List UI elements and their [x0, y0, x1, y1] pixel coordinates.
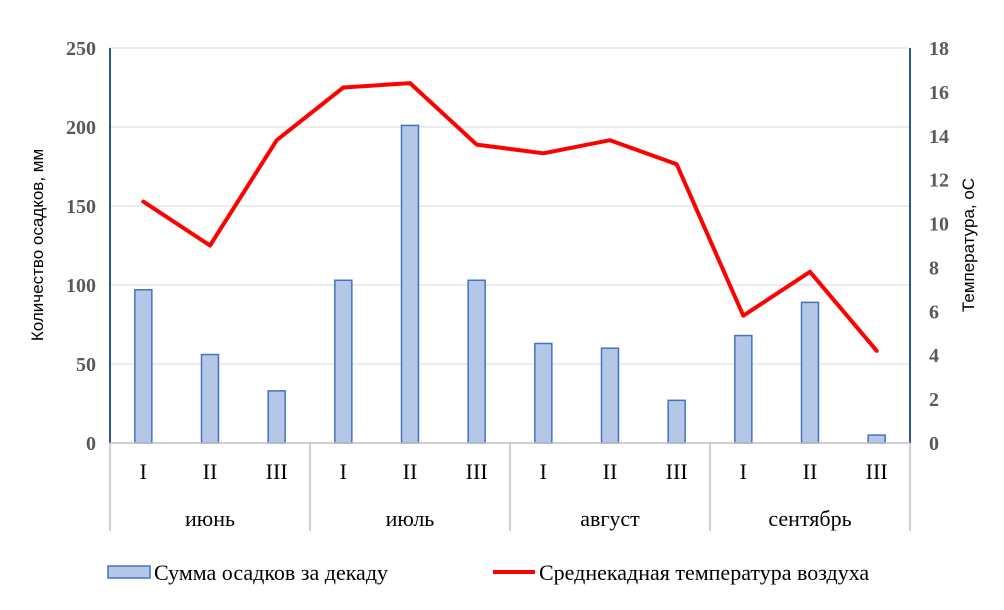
- precipitation-bar: [400, 124, 420, 444]
- legend: Сумма осадков за декаду Среднекадная тем…: [107, 560, 869, 585]
- y-left-tick-label: 150: [66, 196, 96, 218]
- y-right-tick-label: 12: [929, 170, 949, 192]
- y-left-axis-title: Количество осадков, мм: [28, 149, 47, 341]
- x-month-label: июнь: [185, 506, 235, 531]
- precipitation-bar: [334, 279, 353, 444]
- y-right-tick-label: 14: [929, 126, 949, 148]
- y-right-tick-label: 2: [929, 389, 939, 411]
- x-month-label: июль: [386, 506, 435, 531]
- precipitation-bar: [800, 301, 820, 444]
- y-right-tick-label: 0: [929, 433, 939, 455]
- y-left-tick-label: 200: [66, 117, 96, 139]
- precipitation-bars: [134, 124, 886, 444]
- x-decade-label: III: [866, 459, 888, 484]
- precipitation-bar: [267, 390, 286, 444]
- legend-label-precipitation: Сумма осадков за декаду: [154, 560, 388, 585]
- axes: [109, 48, 911, 531]
- y-left-tick-label: 0: [86, 433, 96, 455]
- y-right-tick-label: 8: [929, 257, 939, 279]
- precipitation-bar: [734, 334, 753, 444]
- x-decade-label: I: [340, 459, 347, 484]
- y-right-tick-label: 6: [929, 301, 939, 323]
- y-right-tick-label: 4: [929, 345, 939, 367]
- precipitation-bar: [867, 434, 886, 444]
- legend-bar-swatch: [107, 565, 151, 579]
- y-left-tick-label: 50: [76, 354, 96, 376]
- legend-label-temperature: Среднекадная температура воздуха: [539, 560, 869, 585]
- x-decade-label: II: [803, 459, 818, 484]
- precipitation-bar: [200, 353, 220, 444]
- precipitation-bar: [600, 347, 620, 444]
- x-decade-label: III: [666, 459, 688, 484]
- x-decade-label: II: [203, 459, 218, 484]
- precipitation-bar: [667, 399, 686, 444]
- x-decade-label: III: [266, 459, 288, 484]
- y-right-axis-title: Температура, оС: [959, 178, 978, 312]
- y-right-tick-label: 18: [929, 38, 949, 60]
- x-decade-label: III: [466, 459, 488, 484]
- y-right-tick-label: 16: [929, 82, 949, 104]
- precipitation-bar: [467, 279, 486, 444]
- y-left-tick-label: 250: [66, 38, 96, 60]
- temperature-line-layer: [141, 81, 879, 353]
- x-decade-label: I: [740, 459, 747, 484]
- y-left-tick-label: 100: [66, 275, 96, 297]
- x-month-label: август: [580, 506, 640, 531]
- precipitation-bar: [134, 288, 153, 444]
- x-decade-label: II: [403, 459, 418, 484]
- precipitation-bar: [534, 342, 553, 444]
- x-decade-label: II: [603, 459, 618, 484]
- y-right-tick-label: 10: [929, 214, 949, 236]
- x-decade-label: I: [540, 459, 547, 484]
- gridlines: [110, 47, 910, 365]
- x-decade-label: I: [140, 459, 147, 484]
- temperature-line: [141, 81, 879, 353]
- x-month-label: сентябрь: [768, 506, 851, 531]
